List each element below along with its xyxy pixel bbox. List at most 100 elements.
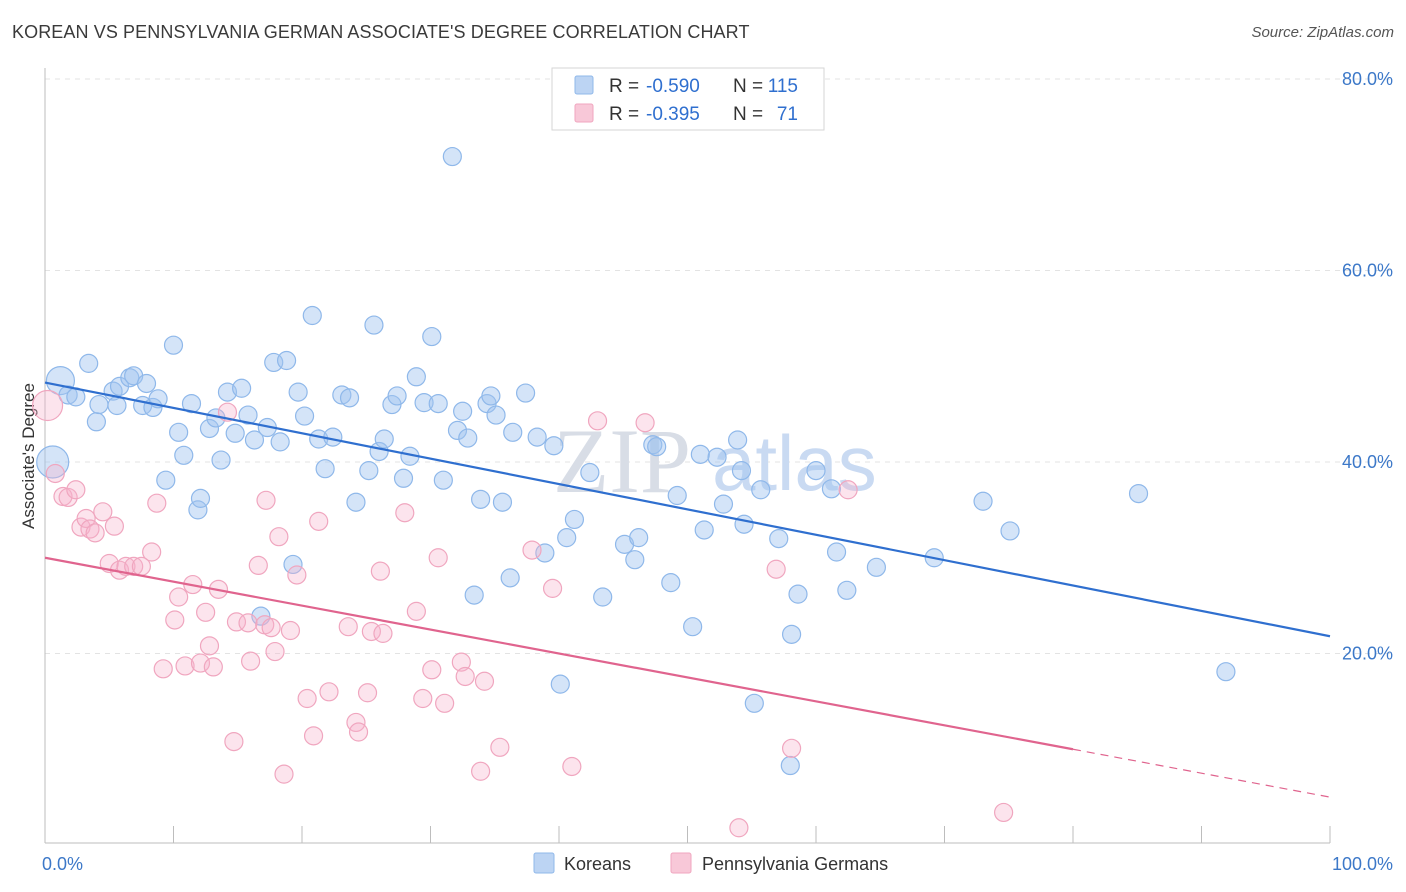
trend-line-pennsylvania-germans — [44, 556, 1074, 751]
korean-point — [211, 450, 231, 470]
legend-label-koreans: Koreans — [564, 854, 631, 874]
korean-point — [428, 393, 448, 414]
korean-point — [1216, 662, 1236, 682]
legend-label-pennsylvania-germans: Pennsylvania Germans — [702, 854, 888, 874]
series-koreans — [36, 146, 1236, 776]
korean-point — [564, 509, 585, 530]
korean-point — [447, 420, 468, 441]
korean-point — [288, 382, 308, 402]
korean-point — [515, 383, 536, 403]
korean-point — [169, 422, 189, 442]
korean-point — [821, 479, 842, 499]
pennsylvania-german-point — [994, 802, 1014, 823]
korean-point — [1128, 483, 1149, 504]
trend-line-pennsylvania-germans-extension — [1072, 748, 1331, 798]
pennsylvania-german-point — [357, 683, 378, 703]
korean-point — [346, 492, 366, 512]
korean-point — [188, 500, 208, 520]
pennsylvania-german-point — [241, 651, 261, 671]
korean-point — [79, 353, 99, 373]
pennsylvania-german-point — [338, 617, 358, 637]
stats-r-label-pennsylvania-germans: R = — [609, 104, 639, 125]
korean-point — [276, 350, 297, 371]
pennsylvania-german-point — [587, 411, 608, 431]
korean-point — [593, 587, 613, 607]
korean-point — [769, 528, 789, 549]
stats-r-value-koreans: -0.590 — [646, 76, 700, 97]
pennsylvania-german-point — [766, 559, 786, 579]
pennsylvania-german-point — [319, 682, 339, 702]
pennsylvania-german-point — [781, 738, 802, 758]
korean-point — [625, 550, 645, 570]
korean-point — [244, 430, 265, 450]
korean-point — [190, 488, 211, 508]
pennsylvania-german-point — [196, 602, 216, 622]
pennsylvania-german-point — [274, 764, 294, 784]
korean-point — [683, 617, 703, 637]
chart-source: Source: ZipAtlas.com — [1251, 24, 1394, 41]
pennsylvania-german-point — [562, 756, 582, 777]
korean-point — [294, 406, 315, 426]
y-tick-label: 40.0% — [1342, 452, 1393, 472]
pennsylvania-german-point — [165, 610, 185, 630]
korean-point — [781, 624, 802, 644]
chart-title: KOREAN VS PENNSYLVANIA GERMAN ASSOCIATE'… — [12, 22, 750, 42]
korean-point — [629, 528, 649, 548]
pennsylvania-german-point — [474, 671, 495, 691]
korean-point — [136, 373, 157, 394]
pennsylvania-german-point — [238, 613, 258, 633]
korean-point — [302, 305, 322, 326]
korean-point — [89, 394, 109, 415]
x-tick-label: 0.0% — [42, 854, 83, 874]
pennsylvania-german-point — [265, 641, 285, 662]
pennsylvania-german-point — [269, 527, 289, 547]
pennsylvania-german-point — [31, 389, 64, 422]
pennsylvania-german-point — [348, 722, 369, 742]
legend-swatch-pennsylvania-germans — [670, 852, 692, 874]
pennsylvania-german-point — [261, 618, 281, 638]
korean-point — [387, 386, 407, 406]
pennsylvania-german-point — [287, 565, 307, 585]
pennsylvania-german-point — [45, 463, 65, 484]
korean-point — [481, 386, 501, 406]
korean-point — [199, 418, 220, 439]
korean-point — [780, 755, 800, 776]
korean-point — [283, 554, 303, 575]
pennsylvania-german-point — [542, 578, 563, 598]
korean-point — [442, 146, 462, 167]
pennsylvania-german-point — [422, 660, 442, 680]
pennsylvania-german-point — [451, 652, 471, 672]
korean-point — [359, 461, 379, 481]
trend-lines — [44, 381, 1331, 798]
pennsylvania-german-point — [471, 761, 491, 781]
y-axis-title: Associate's Degree — [19, 383, 38, 529]
korean-point — [690, 444, 710, 464]
korean-point — [458, 428, 478, 448]
korean-point — [806, 461, 826, 481]
stats-swatch-pennsylvania-germans — [574, 103, 594, 123]
korean-point — [36, 445, 70, 479]
korean-point — [788, 584, 808, 604]
korean-point — [486, 405, 506, 425]
korean-point — [86, 412, 107, 432]
pennsylvania-german-point — [413, 688, 433, 709]
korean-point — [731, 461, 752, 481]
korean-point — [544, 436, 564, 456]
korean-point — [225, 423, 245, 443]
korean-point — [238, 405, 258, 425]
pennsylvania-german-point — [428, 548, 448, 568]
pennsylvania-german-point — [80, 519, 100, 539]
korean-point — [826, 542, 847, 562]
stats-r-label-koreans: R = — [609, 76, 639, 97]
korean-point — [406, 367, 426, 387]
pennsylvania-german-point — [85, 523, 105, 543]
pennsylvania-german-point — [76, 508, 96, 529]
y-tick-label: 20.0% — [1342, 644, 1393, 664]
y-tick-labels: 20.0% 40.0% 60.0% 80.0% — [1342, 69, 1393, 664]
pennsylvania-german-point — [635, 413, 655, 433]
legend: Koreans Pennsylvania Germans — [533, 852, 888, 874]
pennsylvania-german-point — [93, 502, 113, 522]
korean-point — [707, 447, 727, 467]
korean-point — [492, 492, 513, 512]
